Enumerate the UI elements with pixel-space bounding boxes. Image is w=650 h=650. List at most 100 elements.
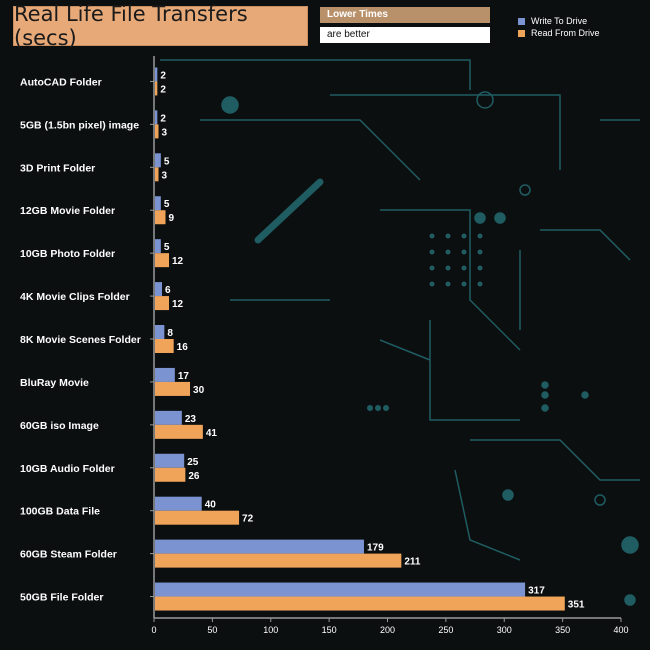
circuit-pad [461, 233, 467, 239]
category-label: 10GB Photo Folder [20, 248, 115, 260]
data-label-write: 40 [205, 500, 217, 511]
note-lower-times: Lower Times [320, 7, 490, 23]
x-tick-label: 0 [151, 625, 156, 635]
chart-legend: Write To Drive Read From Drive [518, 15, 600, 39]
circuit-pad [477, 265, 483, 271]
legend-item-write: Write To Drive [518, 15, 600, 27]
bar-read [155, 167, 159, 182]
circuit-pad [461, 281, 467, 287]
circuit-pad [221, 96, 239, 114]
chart-bars [155, 67, 565, 611]
circuit-pad [461, 265, 467, 271]
data-label-write: 2 [160, 113, 166, 124]
circuit-pad [519, 184, 531, 196]
legend-item-read: Read From Drive [518, 27, 600, 39]
chart-axes: 0 50 100 150 200 250 300 350 400 [150, 56, 629, 635]
circuit-pad [502, 489, 514, 501]
category-label: AutoCAD Folder [20, 76, 102, 88]
bar-write [155, 539, 364, 554]
circuit-pad [474, 212, 486, 224]
category-label: 100GB Data File [20, 506, 100, 518]
data-label-write: 17 [178, 371, 190, 382]
circuit-pad [494, 212, 506, 224]
bar-read [155, 553, 402, 568]
data-label-read: 72 [242, 514, 254, 525]
legend-label-write: Write To Drive [531, 16, 588, 26]
data-label-read: 16 [177, 342, 189, 353]
circuit-trace [200, 119, 421, 181]
data-label-read: 26 [188, 471, 200, 482]
category-label: 5GB (1.5bn pixel) image [20, 119, 139, 131]
x-tick-label: 400 [613, 625, 628, 635]
bar-write [155, 453, 185, 468]
bar-read [155, 596, 565, 611]
bar-write [155, 153, 161, 168]
data-label-write: 6 [165, 285, 171, 296]
category-label: 50GB File Folder [20, 592, 103, 604]
circuit-pad [594, 494, 606, 506]
bar-read [155, 424, 203, 439]
circuit-trace [379, 339, 431, 361]
data-label-write: 8 [167, 328, 173, 339]
data-label-read: 41 [206, 428, 218, 439]
bar-read [155, 124, 159, 139]
data-label-write: 5 [164, 156, 170, 167]
circuit-pad [477, 249, 483, 255]
x-tick-label: 250 [438, 625, 453, 635]
data-label-read: 351 [568, 600, 585, 611]
bar-write [155, 67, 158, 82]
data-label-read: 9 [169, 213, 175, 224]
legend-swatch-read [518, 29, 525, 37]
data-label-write: 5 [164, 242, 170, 253]
bar-write [155, 196, 161, 211]
circuit-pad [621, 536, 639, 554]
circuit-pad [581, 391, 589, 399]
circuit-pad [461, 249, 467, 255]
bar-write [155, 496, 202, 511]
circuit-pad [541, 391, 549, 399]
circuit-pad [541, 404, 549, 412]
circuit-pad [367, 405, 373, 411]
bar-read [155, 81, 158, 96]
circuit-trace [540, 229, 631, 261]
data-label-read: 3 [162, 170, 168, 181]
circuit-pad [541, 381, 549, 389]
circuit-pad [445, 233, 451, 239]
bar-write [155, 410, 182, 425]
circuit-pad [429, 233, 435, 239]
data-label-read: 2 [160, 84, 166, 95]
x-tick-label: 200 [380, 625, 395, 635]
circuit-pad [445, 281, 451, 287]
data-label-read: 12 [172, 299, 184, 310]
circuit-pad [429, 249, 435, 255]
circuit-trace [254, 178, 324, 244]
circuit-pad [476, 91, 494, 109]
bar-read [155, 339, 174, 353]
data-label-write: 23 [185, 414, 197, 425]
x-tick-label: 150 [322, 625, 337, 635]
bar-write [155, 110, 158, 125]
data-label-read: 12 [172, 256, 184, 267]
chart-labels: AutoCAD Folder 2 2 5GB (1.5bn pixel) image 2… [20, 70, 585, 610]
category-label: BluRay Movie [20, 377, 89, 389]
x-tick-label: 350 [555, 625, 570, 635]
data-label-write: 317 [528, 586, 545, 597]
circuit-pad [429, 281, 435, 287]
circuit-pad [477, 281, 483, 287]
note-are-better: are better [320, 27, 490, 43]
data-label-read: 3 [162, 127, 168, 138]
x-tick-label: 300 [497, 625, 512, 635]
bar-write [155, 367, 175, 382]
bar-write [155, 239, 161, 254]
circuit-trace [429, 320, 520, 421]
circuit-trace [454, 469, 521, 561]
circuit-pad [445, 265, 451, 271]
category-label: 4K Movie Clips Folder [20, 291, 130, 303]
data-label-write: 179 [367, 543, 384, 554]
circuit-trace [470, 439, 640, 481]
bar-write [155, 582, 526, 597]
bar-read [155, 253, 170, 268]
circuit-pad [445, 249, 451, 255]
category-label: 8K Movie Scenes Folder [20, 334, 141, 346]
